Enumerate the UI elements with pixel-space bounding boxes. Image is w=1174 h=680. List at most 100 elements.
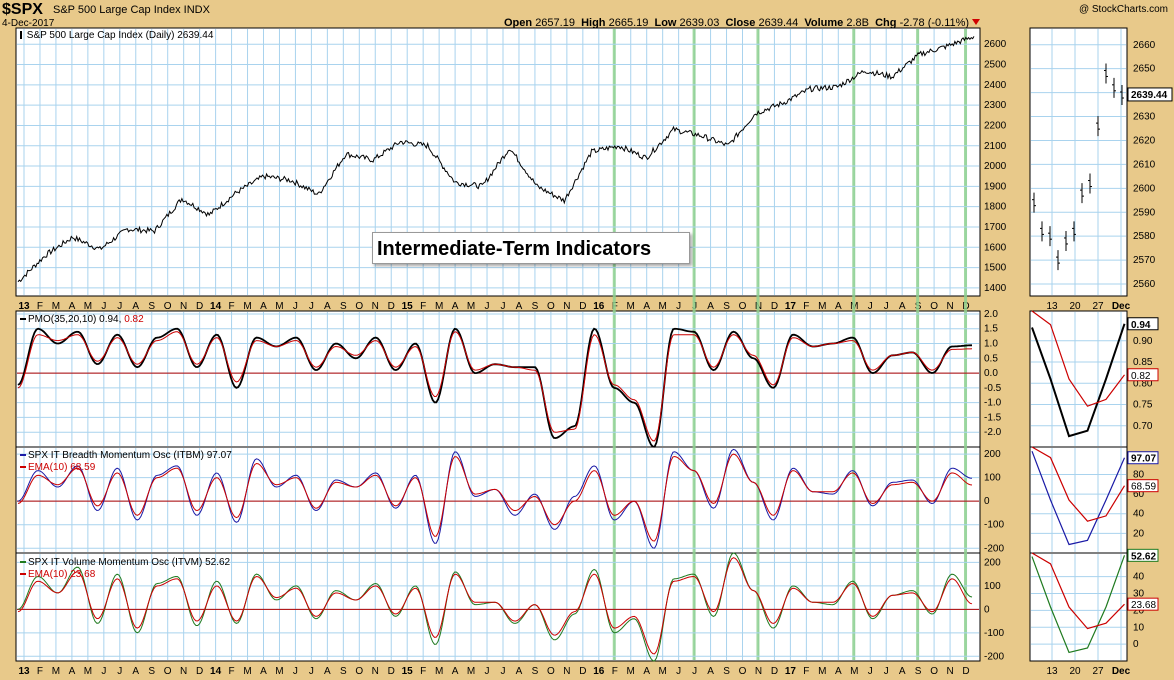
x-tick-label-bottom: M [275,666,283,677]
price-tick-label: 2500 [984,60,1007,71]
x-tick-label-top: 13 [18,301,30,312]
x-tick-label-top: A [835,301,842,312]
price-tick-label: 2000 [984,161,1007,172]
itbm-tick-label: 0 [984,496,990,507]
itbm-tick-label: -100 [984,520,1004,531]
x-tick-label-top: J [884,301,889,312]
pmo-tick-label: 0.5 [984,353,998,364]
pmo-zoom-value-box [1127,368,1159,382]
x-tick-label-bottom: 14 [210,666,222,677]
x-tick-label-bottom: J [309,666,314,677]
x-tick-label-bottom: M [467,666,475,677]
itvm-zoom-value-label: 52.62 [1131,551,1156,562]
x-tick-label-top: J [676,301,681,312]
x-tick-label-top: O [355,301,363,312]
x-tick-label-bottom: M [52,666,60,677]
close-label: Close [725,17,756,29]
pmo-zoom-tick-label: 0.75 [1133,400,1153,411]
zoom-x-label-bottom: 13 [1046,666,1058,677]
main-panel-1 [15,310,981,448]
x-tick-label-bottom: J [692,666,697,677]
itbm-tick-label: 100 [984,473,1001,484]
itvm-zoom-tick-label: 20 [1133,605,1145,616]
x-tick-label-bottom: A [899,666,906,677]
itvm-zoom-value-box [1127,548,1159,562]
x-tick-label-top: A [260,301,267,312]
symbol-title: $SPX [2,1,43,18]
zoom-x-label-top: Dec [1112,301,1131,312]
x-tick-label-top: D [771,301,778,312]
itvm-zoom-tick-label: 0 [1133,639,1139,650]
itbm-zoom-tick-label: 40 [1133,509,1145,520]
x-tick-label-bottom: A [132,666,139,677]
zoom-x-label-bottom: 27 [1092,666,1104,677]
price-legend-icon [20,31,22,40]
itbm-tick-label: -200 [984,543,1004,554]
x-tick-label-bottom: N [755,666,762,677]
price-legend: S&P 500 Large Cap Index (Daily) 2639.44 [20,30,213,41]
x-tick-label-bottom: A [835,666,842,677]
x-tick-label-bottom: J [485,666,490,677]
x-tick-label-top: A [324,301,331,312]
x-tick-label-bottom: J [293,666,298,677]
x-tick-label-top: J [501,301,506,312]
x-tick-label-bottom: S [340,666,347,677]
watermark: @ StockCharts.com [1078,4,1168,15]
x-tick-label-top: F [803,301,809,312]
low-label: Low [654,17,677,29]
x-tick-label-bottom: N [946,666,953,677]
main-panel-3 [15,552,981,662]
highlight-bar [756,29,760,660]
x-tick-label-top: M [84,301,92,312]
pmo-zoom-series-0 [1031,323,1126,438]
x-tick-label-top: N [372,301,379,312]
x-tick-label-bottom: O [739,666,747,677]
pmo-legend: PMO(35,20,10) 0.94, 0.82 [20,314,144,325]
zoom-price-tick-label: 2620 [1133,135,1156,146]
zoom-price-tick-label: 2590 [1133,207,1156,218]
highlight-bar [692,29,696,660]
x-tick-label-bottom: O [930,666,938,677]
x-tick-label-bottom: M [658,666,666,677]
itbm-zoom-series-0 [1031,450,1126,546]
itbm-zoom-tick-label: 80 [1133,469,1145,480]
x-tick-label-bottom: D [388,666,395,677]
price-tick-label: 1600 [984,242,1007,253]
x-tick-label-bottom: A [516,666,523,677]
itbm-legend-icon [20,454,26,457]
x-tick-label-top: M [658,301,666,312]
zoom-price-tick-label: 2560 [1133,279,1156,290]
x-tick-label-bottom: N [180,666,187,677]
x-tick-label-bottom: J [884,666,889,677]
x-tick-label-bottom: 17 [785,666,797,677]
x-tick-label-top: J [117,301,122,312]
x-tick-label-top: F [37,301,43,312]
pmo-tick-label: 0.0 [984,368,998,379]
x-tick-label-top: J [101,301,106,312]
x-tick-label-top: J [485,301,490,312]
x-tick-label-bottom: 15 [402,666,414,677]
itvm-zoom-series-0 [1031,555,1126,654]
x-tick-label-bottom: M [84,666,92,677]
x-tick-label-top: M [52,301,60,312]
x-tick-label-bottom: M [627,666,635,677]
price-series-line [17,36,975,283]
zoom-x-label-top: 20 [1069,301,1081,312]
x-tick-label-top: S [723,301,730,312]
zoom-price-tick-label: 2650 [1133,64,1156,75]
chg-label: Chg [875,17,897,29]
itbm-ema-legend-text: EMA(10) 68.59 [28,462,96,473]
itvm-tick-label: 200 [984,557,1001,568]
pmo-legend-value-1: 0.94 [99,314,119,325]
itvm-zoom-tick-label: 10 [1133,622,1145,633]
itbm-zoom-value-label: 97.07 [1131,454,1156,465]
chart-date: 4-Dec-2017 [2,18,55,29]
close-value: 2639.44 [758,17,799,29]
itvm-zoom-value-box [1127,597,1159,611]
x-tick-label-top: J [309,301,314,312]
x-tick-label-bottom: J [676,666,681,677]
x-tick-label-bottom: A [643,666,650,677]
pmo-tick-label: -2.0 [984,427,1002,438]
price-legend-text: S&P 500 Large Cap Index (Daily) 2639.44 [26,30,214,41]
x-tick-label-top: M [467,301,475,312]
